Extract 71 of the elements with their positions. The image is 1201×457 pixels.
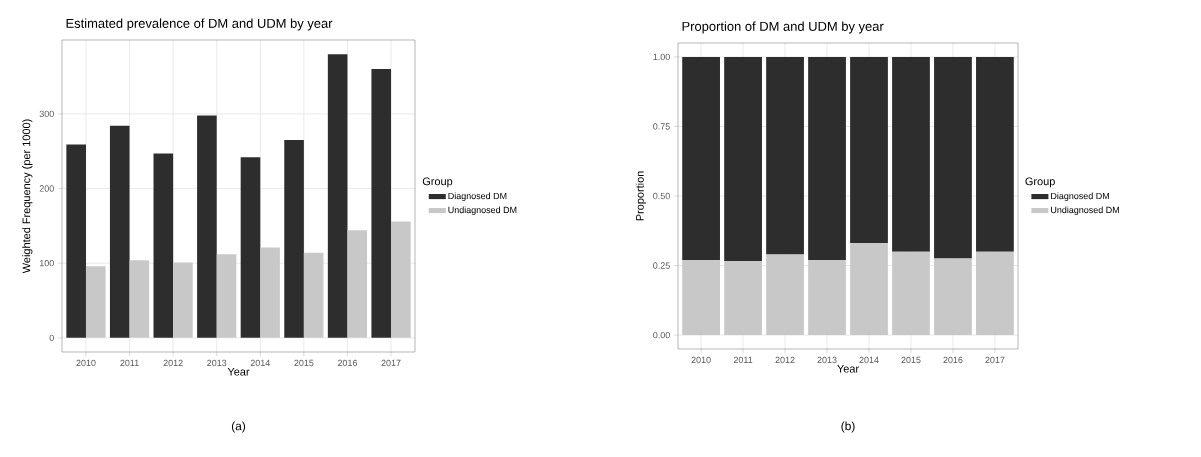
bar [976,251,1014,336]
bar [766,254,804,336]
bar [976,56,1014,252]
bar [85,266,106,338]
bar [240,157,261,338]
y-tick-label: 0.25 [653,262,670,269]
x-tick-label: 2010 [76,359,96,367]
bar [347,230,368,338]
bar [682,259,720,336]
y-axis-title: Proportion [635,171,646,221]
x-tick-label: 2011 [120,359,139,367]
bar [892,56,930,252]
chart-title: Proportion of DM and UDM by year [682,21,884,34]
x-tick-label: 2017 [985,356,1005,364]
y-tick-label: 1.00 [653,53,670,61]
bar [682,56,720,260]
bar [850,56,888,244]
text: (b) [841,421,855,433]
bar [109,125,130,338]
bar [284,140,304,338]
bar [371,69,392,338]
x-tick-label: 2015 [294,359,314,367]
x-tick-label: 2014 [250,359,270,367]
legend-label: Undiagnosed DM [1051,206,1119,215]
x-tick-label: 2011 [733,356,753,364]
legend-label: Undiagnosed DM [448,206,517,215]
bar [808,259,846,336]
y-tick-label: 300 [39,110,54,118]
bar [173,262,193,338]
bar [129,260,150,338]
bar [260,247,280,338]
bar [197,115,217,338]
y-tick-label: 200 [39,185,54,192]
bar [153,153,174,338]
bar [327,54,348,338]
bar [724,56,762,262]
legend-label: Diagnosed DM [1051,192,1109,201]
chart-title: Estimated prevalence of DM and UDM by year [66,18,333,31]
x-tick-label: 2016 [943,356,963,364]
bar [808,56,846,260]
bar [216,254,237,338]
x-tick-label: 2012 [775,356,795,364]
bar [892,251,930,336]
y-tick-label: 0.50 [653,192,670,200]
bar [391,221,411,338]
x-tick-label: 2015 [901,356,921,364]
y-tick-label: 0.00 [653,331,670,339]
bar [724,261,762,336]
bar [934,258,972,336]
bar [934,56,972,259]
y-tick-label: 0.75 [653,123,670,130]
y-tick-label: 0 [49,334,54,341]
x-tick-label: 2014 [859,356,879,364]
bar [303,252,324,338]
text: (a) [231,421,246,433]
x-axis-title: Year [837,364,859,373]
legend-label: Diagnosed DM [448,192,507,201]
bar [66,144,86,338]
x-tick-label: 2017 [381,359,401,367]
legend-title: Group [1025,177,1055,188]
x-tick-label: 2012 [163,359,183,367]
bar [850,243,888,336]
x-tick-label: 2013 [207,359,227,367]
legend-title: Group [422,177,453,188]
x-tick-label: 2016 [337,359,358,367]
y-axis-title: Weighted Frequency (per 1000) [22,119,33,274]
x-axis-title: Year [227,367,250,376]
x-tick-label: 2013 [817,356,837,364]
y-tick-label: 100 [39,260,54,267]
x-tick-label: 2010 [691,356,711,364]
bar [766,56,804,255]
